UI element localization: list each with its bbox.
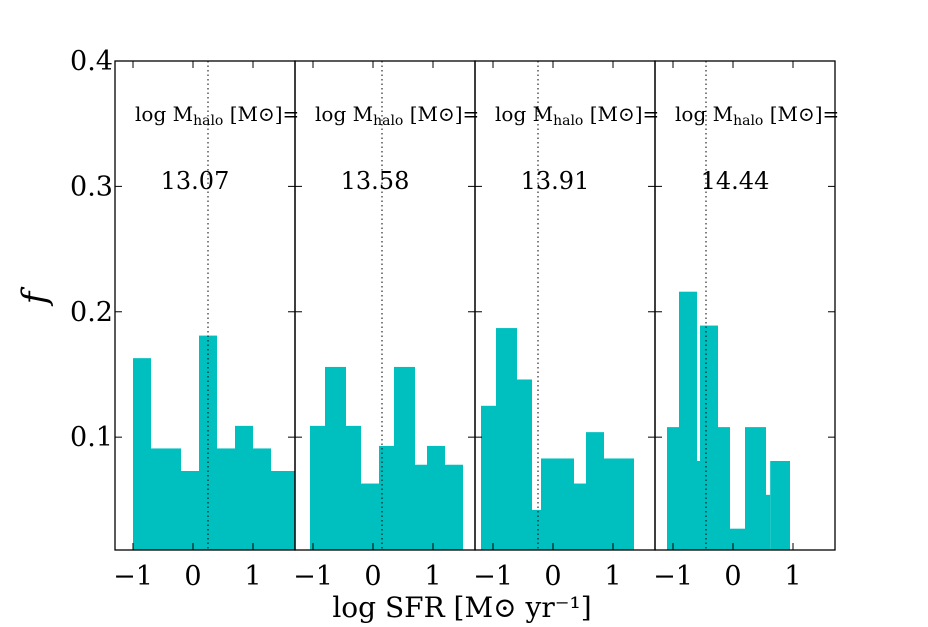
y-tick-label: 0.2	[70, 297, 113, 328]
halo-mass-value: 13.07	[161, 167, 230, 195]
panel-4: −1 0 1 log Mhalo [M⊙]= 14.44	[653, 60, 839, 592]
histogram-bar	[217, 448, 235, 550]
histogram-bar	[517, 379, 532, 550]
histogram-bar	[700, 325, 718, 550]
y-tick-label: 0.3	[70, 171, 113, 202]
halo-mass-value: 13.58	[341, 167, 410, 195]
x-tick-label: −1	[653, 561, 693, 592]
histogram-bar	[394, 366, 415, 550]
histogram-bar	[718, 427, 730, 550]
histogram-bar	[770, 460, 790, 550]
halo-mass-label: log Mhalo [M⊙]=	[135, 102, 299, 129]
histogram-bar	[481, 405, 496, 550]
histogram-bar	[361, 483, 379, 550]
x-tick-label: 1	[244, 561, 261, 592]
x-tick-label: −1	[113, 561, 153, 592]
histogram-bar	[379, 445, 394, 550]
x-tick-label: 1	[784, 561, 801, 592]
histogram-bar	[253, 448, 271, 550]
x-tick-label: 0	[364, 561, 381, 592]
panel-2: −1 0 1 log Mhalo [M⊙]= 13.58	[293, 60, 479, 592]
histogram-bar	[325, 366, 346, 550]
histogram-bar	[151, 448, 181, 550]
halo-mass-label: log Mhalo [M⊙]=	[495, 102, 659, 129]
histogram-bar	[730, 528, 745, 550]
halo-mass-value: 14.44	[701, 167, 770, 195]
x-axis-label: log SFR [M⊙ yr⁻¹]	[332, 591, 591, 624]
x-tick-label: −1	[293, 561, 333, 592]
histogram-bar	[586, 432, 604, 550]
x-tick-label: 0	[184, 561, 201, 592]
x-tick-label: 1	[604, 561, 621, 592]
y-axis-label: f	[15, 286, 55, 307]
y-tick-label: 0.4	[70, 46, 113, 77]
x-tick-label: 0	[724, 561, 741, 592]
panel-1: −1 0 1 log Mhalo [M⊙]= 13.07	[113, 60, 299, 592]
histogram-bar	[415, 464, 427, 550]
histogram-bar	[427, 445, 445, 550]
histogram-bar	[679, 291, 697, 550]
histogram-bar	[604, 458, 634, 550]
histogram-bar	[541, 458, 574, 550]
histogram-bar	[574, 483, 586, 550]
histogram-bar	[745, 427, 766, 550]
panel-3: −1 0 1 log Mhalo [M⊙]= 13.91	[473, 60, 659, 592]
histogram-bar	[346, 425, 361, 550]
halo-mass-label: log Mhalo [M⊙]=	[675, 102, 839, 129]
histogram-bar	[532, 509, 541, 550]
histogram-bar	[235, 425, 253, 550]
histogram-bar	[697, 460, 700, 550]
histogram-bar	[181, 471, 199, 550]
histogram-bar	[310, 425, 325, 550]
halo-mass-label: log Mhalo [M⊙]=	[315, 102, 479, 129]
halo-mass-value: 13.91	[521, 167, 590, 195]
histogram-bar	[667, 427, 679, 550]
histogram-bar	[133, 358, 151, 550]
histogram-bar	[496, 328, 517, 550]
x-tick-label: −1	[473, 561, 513, 592]
x-tick-label: 0	[544, 561, 561, 592]
y-tick-label: 0.1	[70, 422, 113, 453]
histogram-bar	[271, 471, 295, 550]
histogram-bar	[445, 464, 463, 550]
x-tick-label: 1	[424, 561, 441, 592]
histogram-bar	[766, 494, 771, 550]
panel-frame	[654, 60, 836, 551]
histogram-bar	[199, 335, 217, 550]
